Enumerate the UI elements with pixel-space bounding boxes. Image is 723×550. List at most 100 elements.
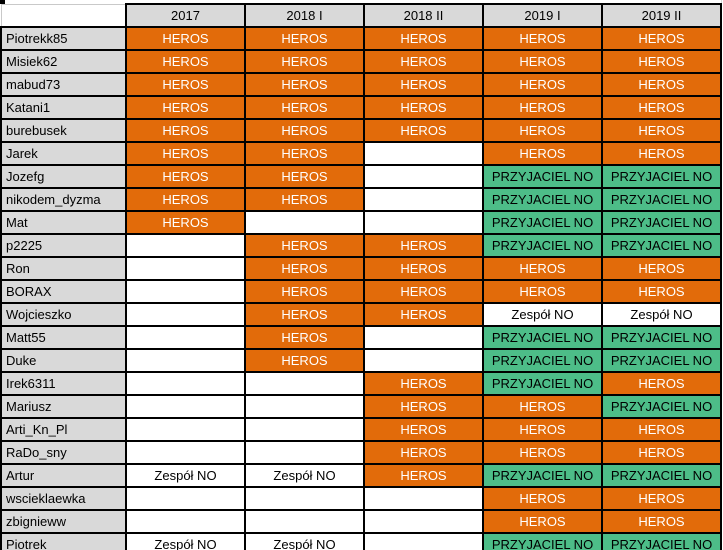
status-cell[interactable]: PRZYJACIEL NO [601,233,722,258]
status-cell[interactable] [125,417,246,442]
status-cell[interactable]: HEROS [363,463,484,488]
row-label[interactable]: Matt55 [0,325,127,350]
status-cell[interactable]: HEROS [482,486,603,511]
status-cell[interactable]: HEROS [482,394,603,419]
status-cell[interactable]: HEROS [601,72,722,97]
status-cell[interactable]: HEROS [601,256,722,281]
status-cell[interactable] [244,417,365,442]
year-column-header[interactable]: 2017 [125,3,246,28]
year-column-header[interactable]: 2018 II [363,3,484,28]
status-cell[interactable]: HEROS [244,72,365,97]
status-cell[interactable] [363,187,484,212]
status-cell[interactable]: HEROS [601,509,722,534]
status-cell[interactable]: HEROS [363,118,484,143]
status-cell[interactable]: PRZYJACIEL NO [601,394,722,419]
status-cell[interactable]: HEROS [363,394,484,419]
status-cell[interactable]: HEROS [244,141,365,166]
status-cell[interactable]: PRZYJACIEL NO [482,187,603,212]
status-cell[interactable] [125,371,246,396]
status-cell[interactable] [125,509,246,534]
row-label[interactable]: Mat [0,210,127,235]
status-cell[interactable]: HEROS [601,371,722,396]
status-cell[interactable]: HEROS [482,256,603,281]
row-label[interactable]: Piotrek [0,532,127,550]
status-cell[interactable]: PRZYJACIEL NO [482,233,603,258]
status-cell[interactable]: HEROS [363,440,484,465]
status-cell[interactable]: PRZYJACIEL NO [482,325,603,350]
status-cell[interactable] [244,440,365,465]
status-cell[interactable]: HEROS [125,49,246,74]
row-label[interactable]: wscieklaewka [0,486,127,511]
status-cell[interactable]: HEROS [363,417,484,442]
row-label[interactable]: BORAX [0,279,127,304]
row-label[interactable]: RaDo_sny [0,440,127,465]
status-cell[interactable]: HEROS [244,49,365,74]
status-cell[interactable] [363,486,484,511]
status-cell[interactable]: Zespół NO [244,532,365,550]
status-cell[interactable]: HEROS [363,256,484,281]
status-cell[interactable]: HEROS [482,141,603,166]
status-cell[interactable]: HEROS [363,302,484,327]
status-cell[interactable]: HEROS [244,187,365,212]
status-cell[interactable]: HEROS [482,95,603,120]
row-label[interactable]: Piotrekk85 [0,26,127,51]
status-cell[interactable]: PRZYJACIEL NO [601,463,722,488]
status-cell[interactable]: HEROS [363,72,484,97]
status-cell[interactable] [244,486,365,511]
row-label[interactable]: Irek6311 [0,371,127,396]
status-cell[interactable]: HEROS [125,95,246,120]
status-cell[interactable] [125,325,246,350]
row-label[interactable]: Misiek62 [0,49,127,74]
status-cell[interactable]: HEROS [482,26,603,51]
status-cell[interactable] [125,486,246,511]
status-cell[interactable]: PRZYJACIEL NO [601,187,722,212]
status-cell[interactable] [363,325,484,350]
status-cell[interactable]: PRZYJACIEL NO [482,532,603,550]
status-cell[interactable] [363,532,484,550]
status-cell[interactable]: HEROS [363,95,484,120]
status-cell[interactable]: HEROS [125,118,246,143]
status-cell[interactable]: HEROS [244,325,365,350]
row-label[interactable]: Duke [0,348,127,373]
status-cell[interactable]: PRZYJACIEL NO [601,325,722,350]
status-cell[interactable]: HEROS [125,72,246,97]
status-cell[interactable]: HEROS [244,279,365,304]
status-cell[interactable]: HEROS [601,49,722,74]
status-cell[interactable] [363,164,484,189]
status-cell[interactable]: PRZYJACIEL NO [601,210,722,235]
status-cell[interactable]: HEROS [363,279,484,304]
status-cell[interactable] [125,279,246,304]
year-column-header[interactable]: 2019 I [482,3,603,28]
status-cell[interactable]: Zespół NO [244,463,365,488]
status-cell[interactable]: HEROS [244,256,365,281]
status-cell[interactable]: PRZYJACIEL NO [601,164,722,189]
status-cell[interactable]: Zespół NO [601,302,722,327]
status-cell[interactable]: HEROS [482,440,603,465]
status-cell[interactable]: HEROS [601,141,722,166]
year-column-header[interactable]: 2019 II [601,3,722,28]
status-cell[interactable]: HEROS [244,302,365,327]
status-cell[interactable]: HEROS [363,233,484,258]
status-cell[interactable] [125,302,246,327]
row-label[interactable]: Mariusz [0,394,127,419]
status-cell[interactable]: HEROS [601,279,722,304]
status-cell[interactable]: HEROS [601,118,722,143]
status-cell[interactable]: HEROS [244,26,365,51]
status-cell[interactable] [363,509,484,534]
status-cell[interactable]: PRZYJACIEL NO [482,348,603,373]
status-cell[interactable] [125,233,246,258]
row-label[interactable]: Jarek [0,141,127,166]
status-cell[interactable]: HEROS [601,26,722,51]
status-cell[interactable]: HEROS [482,279,603,304]
status-cell[interactable]: HEROS [244,118,365,143]
year-column-header[interactable]: 2018 I [244,3,365,28]
status-cell[interactable]: HEROS [601,95,722,120]
status-cell[interactable]: HEROS [601,440,722,465]
row-label[interactable]: Artur [0,463,127,488]
status-cell[interactable] [363,348,484,373]
status-cell[interactable]: PRZYJACIEL NO [482,463,603,488]
status-cell[interactable]: HEROS [482,118,603,143]
status-cell[interactable]: HEROS [601,486,722,511]
status-cell[interactable] [244,371,365,396]
status-cell[interactable] [125,256,246,281]
